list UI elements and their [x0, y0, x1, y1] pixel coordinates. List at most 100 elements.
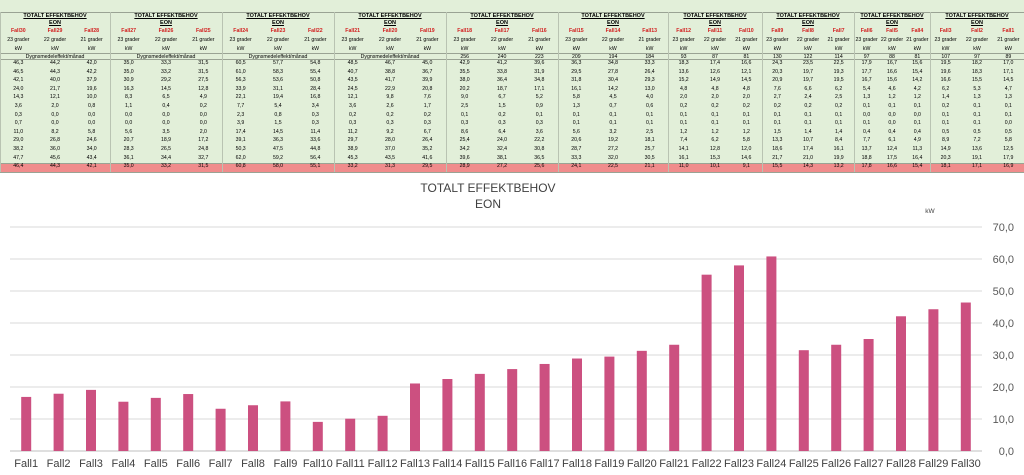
- table-cell: 9,1: [742, 163, 750, 170]
- temp-label: 22 grader: [266, 37, 290, 43]
- table-cell: 42,1: [13, 77, 24, 84]
- table-cell: 29,0: [13, 137, 24, 144]
- table-cell: 1,5: [773, 128, 781, 135]
- table-cell: 33,3: [571, 154, 582, 161]
- temp-label: 21 grader: [997, 37, 1020, 43]
- case-label: Fall29: [47, 28, 63, 34]
- table-cell: 0,0: [888, 120, 896, 127]
- x-tick-label: Fall3: [79, 458, 103, 470]
- grid-line: [0, 12, 1024, 13]
- chart-subtitle: EON: [475, 197, 501, 211]
- table-cell: 0,1: [913, 120, 921, 127]
- table-cell: 0,1: [609, 111, 617, 118]
- table-cell: 0,2: [386, 111, 394, 118]
- table-cell: 16,7: [861, 77, 872, 84]
- table-cell: 16,1: [678, 154, 689, 161]
- table-cell: 33,9: [235, 85, 246, 92]
- table-cell: 21,1: [644, 163, 655, 170]
- table-cell: 21,0: [802, 154, 814, 161]
- table-cell: 44,8: [310, 146, 321, 152]
- table-cell: 4,2: [913, 85, 921, 92]
- table-cell: 0,1: [461, 111, 469, 118]
- bar: [960, 302, 971, 451]
- table-cell: 0,6: [646, 103, 654, 109]
- table-cell: 1,1: [125, 103, 133, 109]
- table-cell: 34,2: [459, 146, 470, 152]
- bar: [928, 309, 939, 451]
- table-cell: 19,1: [971, 154, 983, 161]
- table-cell: 0,1: [711, 111, 719, 118]
- table-cell: 12,0: [741, 146, 752, 152]
- heat-value: 81: [914, 54, 921, 60]
- case-label: Fall24: [233, 28, 249, 34]
- case-label: Fall4: [911, 28, 924, 34]
- x-tick-label: Fall29: [918, 458, 948, 470]
- table-cell: 0,1: [773, 120, 781, 127]
- table-cell: 4,6: [888, 85, 896, 92]
- table-cell: 26,4: [644, 68, 655, 75]
- table-cell: 24,1: [571, 163, 582, 170]
- table-cell: 1,2: [888, 94, 896, 101]
- table-cell: 22,1: [235, 94, 246, 101]
- table-cell: 13,0: [644, 85, 655, 92]
- bar: [248, 405, 258, 451]
- table-cell: 5,8: [572, 94, 580, 101]
- table-cell: 0,5: [942, 128, 950, 135]
- table-cell: 4,9: [199, 94, 207, 101]
- bar: [572, 358, 582, 451]
- table-cell: 0,0: [199, 120, 207, 127]
- table-cell: 20,2: [459, 85, 470, 92]
- table-cell: 2,5: [646, 128, 654, 135]
- table-cell: 12,8: [198, 85, 209, 92]
- bar: [118, 401, 129, 451]
- table-cell: 0,1: [863, 103, 871, 109]
- table-cell: 12,1: [347, 94, 358, 101]
- table-cell: 23,5: [802, 60, 814, 66]
- unit-label: kW: [386, 46, 394, 52]
- table-cell: 15,4: [912, 68, 923, 75]
- heat-value: 88: [889, 54, 895, 60]
- table-cell: 0,1: [913, 103, 921, 109]
- table-cell: 2,0: [199, 128, 207, 135]
- heat-value: 87: [712, 54, 718, 60]
- table-cell: 36,4: [496, 77, 508, 84]
- heat-value: 81: [743, 54, 750, 60]
- table-cell: 46,3: [13, 60, 24, 66]
- table-cell: 4,5: [609, 94, 617, 101]
- dygn-label: Dygnsmedeleffekt/månad: [136, 54, 196, 60]
- table-cell: 39,9: [422, 77, 433, 84]
- table-cell: 17,0: [1003, 60, 1014, 66]
- table-cell: 9,2: [386, 128, 394, 135]
- table-cell: 28,3: [123, 146, 134, 152]
- table-cell: 12,4: [886, 146, 898, 152]
- table-cell: 7,6: [423, 94, 431, 101]
- heat-value: 184: [645, 54, 654, 60]
- table-cell: 24,3: [772, 60, 783, 66]
- table-cell: 11,3: [912, 146, 923, 152]
- table-cell: 45,6: [49, 154, 61, 161]
- table-cell: 42,0: [86, 60, 97, 66]
- table-cell: 0,1: [973, 111, 981, 118]
- table-cell: 54,8: [310, 60, 321, 66]
- group-title: TOTALT EFFEKTBEHOV: [945, 13, 1009, 19]
- table-cell: 37,9: [86, 77, 97, 84]
- table-cell: 38,1: [496, 154, 508, 161]
- y-tick-label: 50,0: [993, 286, 1014, 298]
- table-cell: 3,2: [609, 128, 617, 135]
- table-cell: 50,8: [310, 77, 321, 84]
- unit-label: kW: [888, 46, 896, 52]
- table-cell: 16,4: [912, 154, 923, 161]
- temp-label: 21 grader: [528, 37, 551, 43]
- table-cell: 13,6: [678, 68, 689, 75]
- table-cell: 16,8: [310, 94, 321, 101]
- table-cell: 28,4: [310, 85, 321, 92]
- table-cell: 5,4: [274, 103, 282, 109]
- table-cell: 1,3: [1004, 94, 1012, 101]
- table-cell: 31,5: [198, 60, 209, 66]
- table-cell: 9,0: [461, 94, 469, 101]
- case-label: Fall21: [345, 28, 361, 34]
- x-tick-label: Fall13: [400, 458, 430, 470]
- table-cell: 0,1: [863, 120, 871, 127]
- table-cell: 20,8: [422, 85, 433, 92]
- table-cell: 0,2: [711, 103, 719, 109]
